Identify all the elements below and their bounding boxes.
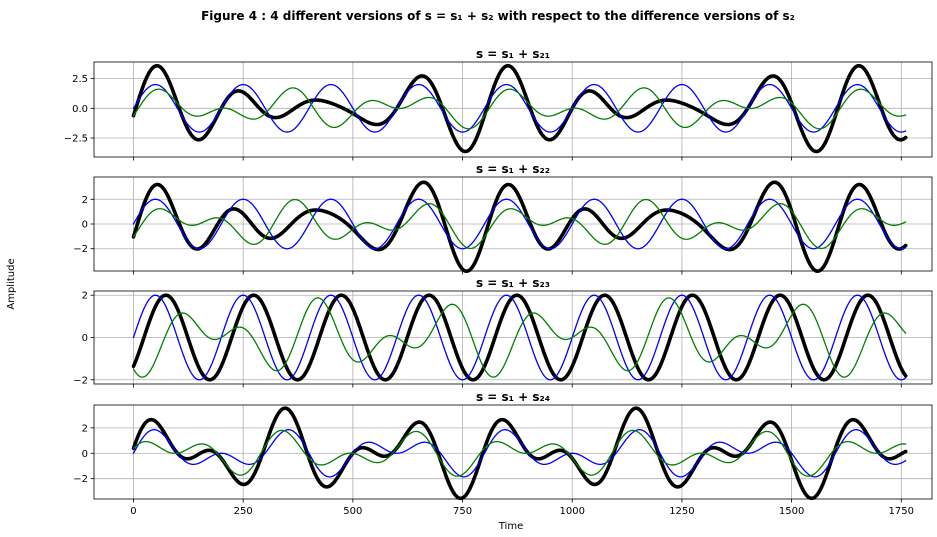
series-s2-line (132, 429, 907, 477)
x-tick-label: 0 (130, 506, 136, 517)
series-s2-line (132, 198, 907, 250)
subplot-title: s = s₁ + s₂₁ (476, 47, 550, 61)
y-tick-label: 0 (82, 220, 88, 231)
series-s1-line (132, 294, 907, 381)
subplot-title: s = s₁ + s₂₂ (476, 162, 550, 176)
series-s-line (131, 180, 908, 273)
y-tick-label: −2.5 (64, 134, 88, 145)
series-s2-line (132, 297, 907, 378)
y-tick-label: 0 (82, 449, 88, 460)
y-tick-label: 2 (82, 291, 88, 302)
x-tick-label: 1000 (560, 506, 585, 517)
subplot-title: s = s₁ + s₂₄ (476, 390, 550, 404)
plot-frame (93, 61, 933, 158)
series-s-line (131, 293, 908, 382)
x-axis-label: Time (498, 521, 523, 532)
series-s1-line (132, 429, 907, 478)
x-tick-label: 500 (343, 506, 362, 517)
x-tick-label: 1750 (889, 506, 914, 517)
series-s-line (131, 63, 908, 154)
y-tick-label: −2 (73, 244, 88, 255)
series-s1-line (132, 198, 907, 250)
y-tick-label: 2 (82, 195, 88, 206)
subplot-1: s = s₁ + s₂₁ 2.5 0.0 −2.5 (64, 47, 933, 161)
figure-title: Figure 4 : 4 different versions of s = s… (201, 9, 795, 23)
subplot-3: s = s₁ + s₂₃ 2 0 −2 (73, 276, 933, 388)
y-tick-label: 2.5 (72, 74, 88, 85)
series-s2-line (132, 87, 907, 130)
x-tick-label: 1500 (779, 506, 804, 517)
y-tick-label: 0.0 (72, 104, 88, 115)
plot-frame (93, 404, 933, 500)
subplot-4: s = s₁ + s₂₄ 0 250 500 750 1000 1250 1500 1750 2 0… (73, 390, 933, 517)
subplot-2: s = s₁ + s₂₂ 2 0 −2 (73, 162, 933, 275)
x-tick-label: 1250 (669, 506, 694, 517)
y-axis-label: Amplitude (6, 258, 17, 309)
y-tick-label: 0 (82, 333, 88, 344)
x-tick-label: 750 (453, 506, 472, 517)
y-tick-label: −2 (73, 474, 88, 485)
y-tick-label: −2 (73, 375, 88, 386)
x-tick-label: 250 (234, 506, 253, 517)
series-s-line (131, 406, 908, 501)
subplot-title: s = s₁ + s₂₃ (476, 276, 550, 290)
y-tick-label: 2 (82, 423, 88, 434)
